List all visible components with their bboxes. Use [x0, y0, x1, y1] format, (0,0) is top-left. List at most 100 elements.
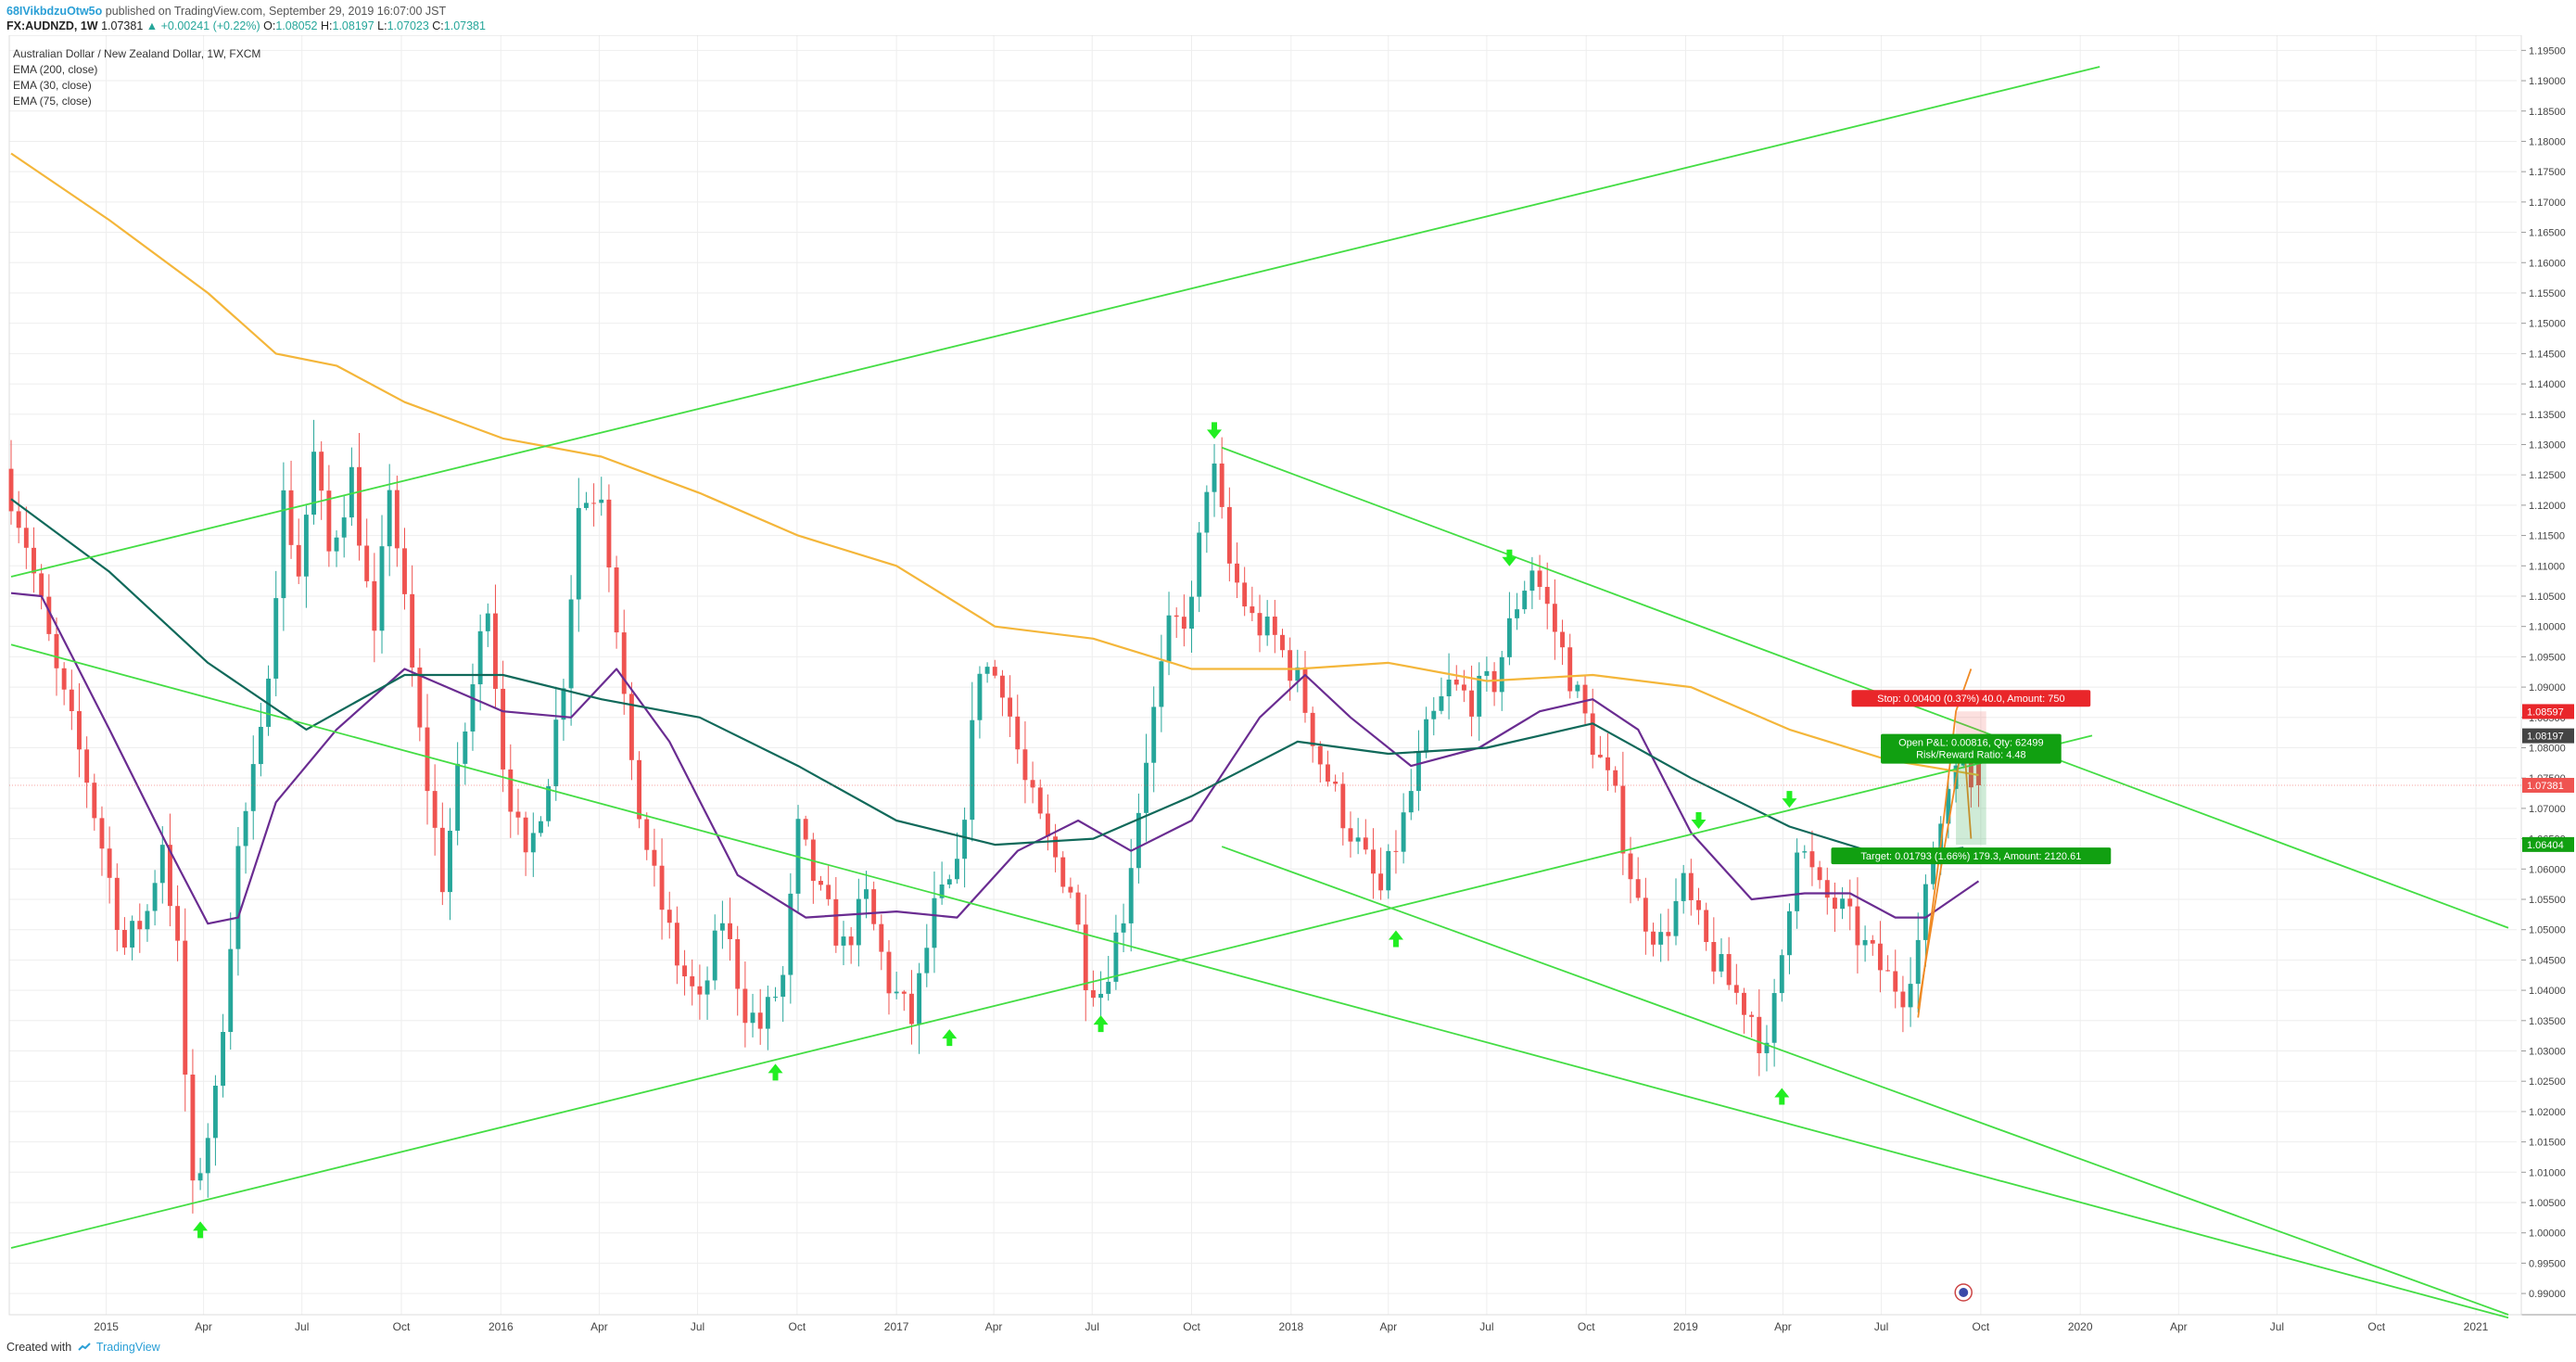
- candle-up: [750, 993, 755, 1037]
- candle-down: [1174, 607, 1179, 638]
- candle-body: [243, 810, 248, 846]
- candle-body: [1673, 900, 1679, 936]
- trendlines: [10, 66, 2509, 1319]
- candle-down: [1855, 877, 1860, 974]
- candle-down: [417, 648, 423, 742]
- candle-down: [690, 959, 695, 1006]
- price-axis-badge-text: 1.06404: [2527, 840, 2564, 851]
- candle-down: [288, 460, 294, 559]
- symbol-label[interactable]: FX:AUDNZD, 1W: [6, 19, 98, 32]
- candle-body: [628, 694, 634, 760]
- candle-up: [1764, 1025, 1770, 1072]
- candle-up: [955, 832, 959, 885]
- candle-body: [1453, 679, 1459, 685]
- candle-body: [281, 490, 286, 599]
- candle-down: [1537, 554, 1542, 600]
- candle-up: [341, 495, 347, 558]
- candle-body: [221, 1032, 226, 1087]
- candle-body: [742, 988, 748, 1024]
- candle-body: [212, 1086, 218, 1139]
- candle-up: [530, 812, 536, 877]
- candle-body: [1439, 695, 1444, 711]
- candle-body: [1415, 752, 1421, 792]
- candle-body: [1847, 898, 1853, 907]
- open-pnl-text: Open P&L: 0.00816, Qty: 62499: [1898, 738, 2044, 749]
- candle-up: [1144, 733, 1148, 842]
- price-tick-label: 1.04500: [2529, 955, 2566, 966]
- candle-up: [152, 870, 158, 926]
- candle-body: [901, 991, 907, 994]
- candle-up: [1719, 938, 1724, 977]
- target-badge-bg: [1831, 847, 2112, 865]
- candle-down: [1704, 902, 1709, 951]
- candle-up: [1401, 793, 1406, 864]
- time-tick-label: Oct: [789, 1320, 806, 1333]
- ema-line-2: [10, 592, 1980, 925]
- price-tick-label: 1.07000: [2529, 804, 2566, 815]
- candle-body: [417, 667, 423, 728]
- candle-body: [1613, 770, 1618, 786]
- candle-body: [1219, 463, 1225, 507]
- candle-body: [924, 948, 930, 974]
- price-tick-label: 1.00500: [2529, 1198, 2566, 1209]
- candle-down: [1877, 921, 1883, 993]
- candle-body: [387, 490, 392, 547]
- candle-body: [1506, 617, 1512, 657]
- tradingview-link[interactable]: TradingView: [95, 1341, 160, 1354]
- candle-body: [1401, 812, 1406, 852]
- candle-body: [477, 630, 483, 685]
- candle-body: [1870, 939, 1875, 944]
- candle-body: [394, 490, 400, 549]
- candle-body: [1688, 872, 1694, 900]
- ema-line-3: [10, 498, 1964, 859]
- candle-down: [682, 949, 688, 996]
- price-tick-label: 1.02000: [2529, 1107, 2566, 1118]
- candle-down: [1628, 836, 1633, 904]
- candle-body: [54, 633, 59, 668]
- chart-area[interactable]: 1.19500 1.19000 1.18500 1.18000 1.17500 1.170…: [0, 35, 2576, 1339]
- candle-down: [1363, 819, 1368, 855]
- candle-body: [773, 997, 778, 999]
- arrow-up-icon: [1388, 930, 1403, 948]
- price-tick-label: 0.99500: [2529, 1258, 2566, 1269]
- candle-down: [1326, 750, 1330, 787]
- author-link[interactable]: 68IVikbdzuOtw5o: [6, 5, 103, 18]
- candle-up: [145, 904, 150, 942]
- stop-badge: Stop: 0.00400 (0.37%) 40.0, Amount: 750: [1851, 690, 2091, 707]
- legend-ema-75[interactable]: EMA (75, close): [13, 95, 92, 108]
- candle-up: [977, 666, 983, 739]
- legend-title[interactable]: Australian Dollar / New Zealand Dollar, …: [13, 47, 261, 60]
- candle-up: [1529, 556, 1535, 609]
- price-chart[interactable]: 1.19500 1.19000 1.18500 1.18000 1.17500 1.170…: [0, 35, 2576, 1339]
- candle-up: [1681, 864, 1686, 914]
- globe-icon-center: [1959, 1288, 1969, 1297]
- candle-body: [1658, 932, 1664, 945]
- legend-ema-30[interactable]: EMA (30, close): [13, 79, 92, 92]
- candle-down: [1544, 562, 1550, 630]
- candle-body: [583, 503, 589, 508]
- candle-body: [1597, 755, 1603, 757]
- candle-body: [1832, 897, 1837, 910]
- price-tick-label: 1.13500: [2529, 410, 2566, 421]
- candle-up: [946, 874, 952, 889]
- target-badge: Target: 0.01793 (1.66%) 179.3, Amount: 2…: [1831, 847, 2112, 865]
- symbol-line: FX:AUDNZD, 1W 1.07381 ▲ +0.00241 (+0.22%…: [6, 19, 486, 32]
- candle-body: [137, 921, 143, 930]
- candle-body: [69, 689, 74, 711]
- price-tick-label: 1.19000: [2529, 76, 2566, 87]
- candle-up: [243, 802, 248, 874]
- candle-up: [455, 742, 461, 846]
- footer: Created with TradingView: [6, 1341, 160, 1354]
- candle-down: [114, 863, 120, 952]
- candle-body: [190, 1075, 196, 1181]
- candle-up: [864, 871, 869, 919]
- candle-up: [1136, 793, 1141, 884]
- candle-body: [455, 763, 461, 831]
- legend-ema-200[interactable]: EMA (200, close): [13, 63, 98, 76]
- candle-body: [1015, 716, 1021, 750]
- candle-down: [1242, 566, 1248, 617]
- candle-down: [410, 565, 415, 687]
- candle-up: [939, 861, 945, 905]
- candle-up: [228, 912, 234, 1050]
- price-tick-label: 1.17500: [2529, 167, 2566, 178]
